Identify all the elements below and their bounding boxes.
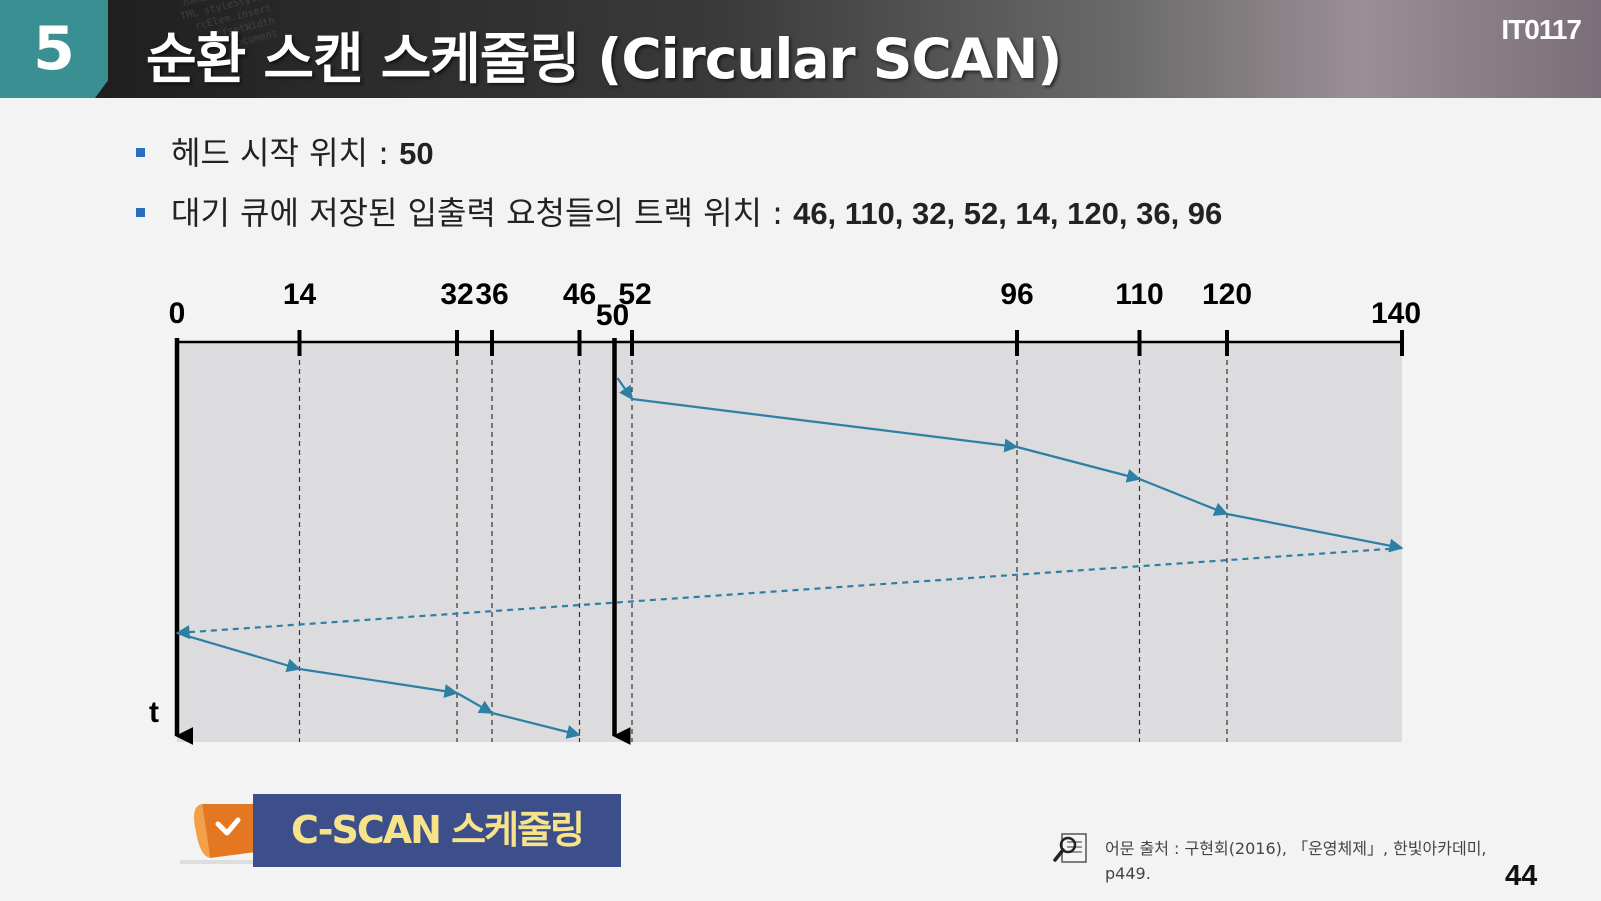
cscan-badge-label: C-SCAN 스케줄링 xyxy=(290,808,585,852)
track-label-140: 140 xyxy=(1371,297,1421,330)
track-label-32: 32 xyxy=(440,278,473,311)
course-code: IT0117 xyxy=(1501,14,1582,45)
page-title: 순환 스캔 스케줄링 (Circular SCAN) xyxy=(146,27,1062,91)
service-segment-0-14 xyxy=(176,631,301,673)
bullet-label: 헤드 시작 위치 : xyxy=(171,134,400,172)
bullet-queue-tracks: 대기 큐에 저장된 입출력 요청들의 트랙 위치 : 46, 110, 32, … xyxy=(136,188,1222,234)
track-label-0: 0 xyxy=(169,297,186,330)
service-segment-14-32 xyxy=(299,667,459,699)
bullet-head-start: 헤드 시작 위치 : 50 xyxy=(136,128,434,174)
magnifier-icon xyxy=(1053,833,1087,863)
service-segment-96-110 xyxy=(1016,445,1141,483)
track-label-46: 46 xyxy=(563,278,596,311)
service-segment-52-96 xyxy=(631,397,1019,453)
section-number-box: 5 xyxy=(0,0,108,98)
service-segment-110-120 xyxy=(1139,477,1229,516)
diagram-background xyxy=(177,342,1402,742)
slide-header: name function( TML styleStyle rcElem.ins… xyxy=(0,0,1601,98)
bullet-square-icon xyxy=(136,207,145,217)
badge-background xyxy=(253,794,621,867)
return-sweep-line xyxy=(175,546,1403,640)
page-number: 44 xyxy=(1505,860,1538,892)
service-segment-50-52 xyxy=(616,377,633,401)
section-number: 5 xyxy=(33,14,75,84)
bullet-value: 50 xyxy=(399,136,434,171)
track-label-96: 96 xyxy=(1000,278,1033,311)
track-label-120: 120 xyxy=(1202,278,1252,311)
track-label-14: 14 xyxy=(283,278,317,311)
bullet-value: 46, 110, 32, 52, 14, 120, 36, 96 xyxy=(793,196,1223,231)
bullet-label: 대기 큐에 저장된 입출력 요청들의 트랙 위치 : xyxy=(171,194,794,232)
service-segment-120-140 xyxy=(1226,512,1404,553)
track-label-50: 50 xyxy=(596,299,629,332)
track-label-36: 36 xyxy=(475,278,508,311)
service-segment-36-46 xyxy=(491,711,581,739)
track-label-110: 110 xyxy=(1115,278,1163,311)
bullet-square-icon xyxy=(136,147,145,157)
track-label-52: 52 xyxy=(618,278,651,311)
ribbon-icon xyxy=(180,804,256,864)
time-axis-label: t xyxy=(149,696,159,729)
service-segment-32-36 xyxy=(456,692,494,714)
source-citation: 어문 출처 : 구현회(2016), 「운영체제」, 한빛아카데미, p449. xyxy=(1105,839,1487,883)
